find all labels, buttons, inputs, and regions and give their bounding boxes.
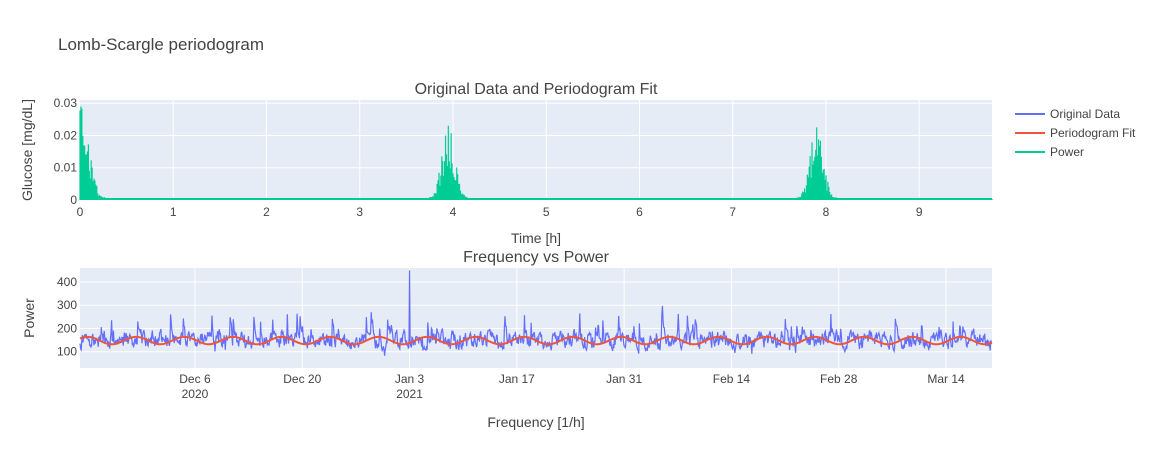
top-x-tick-label: 0 bbox=[77, 205, 84, 219]
legend-label-periodogram-fit: Periodogram Fit bbox=[1050, 126, 1136, 140]
top-x-axis-title: Time [h] bbox=[511, 230, 561, 246]
top-subplot-title: Original Data and Periodogram Fit bbox=[415, 81, 658, 98]
bottom-x-tick-label: Feb 28 bbox=[820, 372, 858, 386]
legend-item-power[interactable]: Power bbox=[1015, 145, 1084, 159]
legend-item-original-data[interactable]: Original Data bbox=[1015, 107, 1120, 121]
legend-item-periodogram-fit[interactable]: Periodogram Fit bbox=[1015, 126, 1136, 140]
top-x-tick-label: 7 bbox=[729, 205, 736, 219]
top-series bbox=[79, 106, 993, 200]
bottom-plot-area bbox=[80, 268, 992, 368]
legend-label-power: Power bbox=[1050, 145, 1084, 159]
bottom-subplot-title: Frequency vs Power bbox=[463, 249, 610, 266]
top-x-tick-label: 6 bbox=[636, 205, 643, 219]
bottom-x-tick-label: Jan 3 bbox=[395, 372, 425, 386]
bottom-x-tick-label: Dec 20 bbox=[283, 372, 321, 386]
top-x-tick-label: 5 bbox=[543, 205, 550, 219]
bottom-x-tick-label: Dec 6 bbox=[179, 372, 211, 386]
top-y-axis-title: Glucose [mg/dL] bbox=[19, 99, 35, 201]
bottom-x-tick-label: Jan 17 bbox=[499, 372, 535, 386]
top-plot-area bbox=[80, 100, 992, 200]
top-ticks: 0 1 2 3 4 5 6 7 8 9 0 0.01 0.02 0.03 bbox=[54, 96, 923, 219]
top-y-tick-label: 0.01 bbox=[54, 161, 78, 175]
bottom-y-tick-label: 400 bbox=[57, 275, 77, 289]
top-x-tick-label: 1 bbox=[170, 205, 177, 219]
top-x-tick-label: 2 bbox=[263, 205, 270, 219]
chart-title: Lomb-Scargle periodogram bbox=[58, 35, 264, 54]
bottom-y-tick-label: 100 bbox=[57, 345, 77, 359]
bottom-y-tick-label: 300 bbox=[57, 298, 77, 312]
bottom-grid bbox=[80, 268, 992, 368]
bottom-y-tick-label: 200 bbox=[57, 321, 77, 335]
top-x-tick-label: 9 bbox=[916, 205, 923, 219]
bottom-series bbox=[79, 270, 993, 356]
top-y-tick-label: 0 bbox=[70, 193, 77, 207]
bottom-x-tick-label: 2020 bbox=[182, 387, 209, 401]
top-grid bbox=[80, 100, 992, 200]
top-x-tick-label: 3 bbox=[356, 205, 363, 219]
bottom-x-tick-label: Mar 14 bbox=[927, 372, 965, 386]
legend[interactable]: Original Data Periodogram Fit Power bbox=[1015, 107, 1136, 159]
top-x-tick-label: 8 bbox=[823, 205, 830, 219]
top-y-tick-label: 0.02 bbox=[54, 128, 78, 142]
bottom-x-axis-title: Frequency [1/h] bbox=[487, 414, 584, 430]
top-y-tick-label: 0.03 bbox=[54, 96, 78, 110]
periodogram-fit-line bbox=[79, 335, 993, 346]
top-x-tick-label: 4 bbox=[450, 205, 457, 219]
bottom-x-tick-label: Feb 14 bbox=[713, 372, 751, 386]
bottom-x-tick-label: 2021 bbox=[396, 387, 423, 401]
legend-label-original-data: Original Data bbox=[1050, 107, 1120, 121]
bottom-x-tick-label: Jan 31 bbox=[606, 372, 642, 386]
bottom-y-axis-title: Power bbox=[21, 298, 37, 338]
top-subplot: 0 1 2 3 4 5 6 7 8 9 0 0.01 0.02 0.03 Original Data an… bbox=[19, 81, 993, 246]
